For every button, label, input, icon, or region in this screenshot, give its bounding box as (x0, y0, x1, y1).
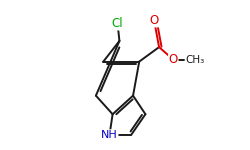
Text: O: O (169, 53, 178, 66)
Text: NH: NH (101, 130, 118, 140)
Text: O: O (150, 14, 159, 27)
Text: Cl: Cl (112, 17, 124, 30)
Text: CH₃: CH₃ (185, 54, 204, 64)
